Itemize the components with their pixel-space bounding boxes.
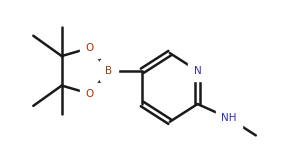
Text: B: B <box>105 66 113 76</box>
Text: O: O <box>86 89 94 99</box>
Text: NH: NH <box>221 113 237 123</box>
Text: N: N <box>194 66 201 76</box>
Text: O: O <box>86 43 94 53</box>
